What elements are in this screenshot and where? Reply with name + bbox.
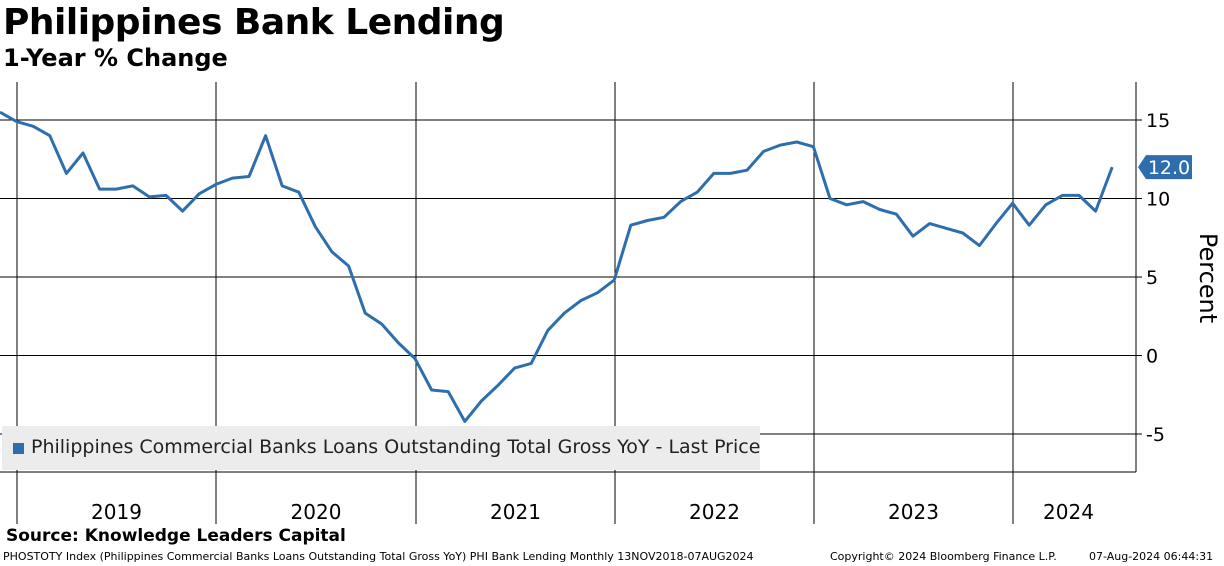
x-tick-label: 2019 [91, 500, 142, 524]
chart-title: Philippines Bank Lending [3, 2, 505, 43]
legend-label: Philippines Commercial Banks Loans Outst… [31, 436, 761, 458]
x-tick-label: 2024 [1043, 500, 1094, 524]
y-tick-label: 5 [1146, 267, 1158, 289]
x-tick-label: 2021 [490, 500, 541, 524]
y-tick-label: 0 [1146, 346, 1158, 368]
x-tick-label: 2022 [689, 500, 740, 524]
x-tick-label: 2023 [888, 500, 939, 524]
legend-swatch [13, 443, 24, 454]
y-axis-label: Percent [1194, 233, 1222, 323]
y-tick-label: 10 [1146, 189, 1170, 211]
last-value-label: 12.0 [1148, 157, 1190, 179]
y-tick-label: 15 [1146, 110, 1170, 132]
source-note: Source: Knowledge Leaders Capital [6, 526, 346, 546]
last-value-marker [1138, 155, 1192, 180]
legend: Philippines Commercial Banks Loans Outst… [2, 426, 760, 470]
y-tick-label: -5 [1146, 424, 1165, 446]
footer-timestamp: 07-Aug-2024 06:44:31 [1089, 550, 1214, 563]
series-line [0, 110, 1114, 423]
x-tick-label: 2020 [291, 500, 342, 524]
footer-copyright: Copyright© 2024 Bloomberg Finance L.P. [830, 550, 1057, 563]
footer-index-description: PHOSTOTY Index (Philippines Commercial B… [3, 550, 754, 563]
chart-subtitle: 1-Year % Change [3, 44, 228, 72]
